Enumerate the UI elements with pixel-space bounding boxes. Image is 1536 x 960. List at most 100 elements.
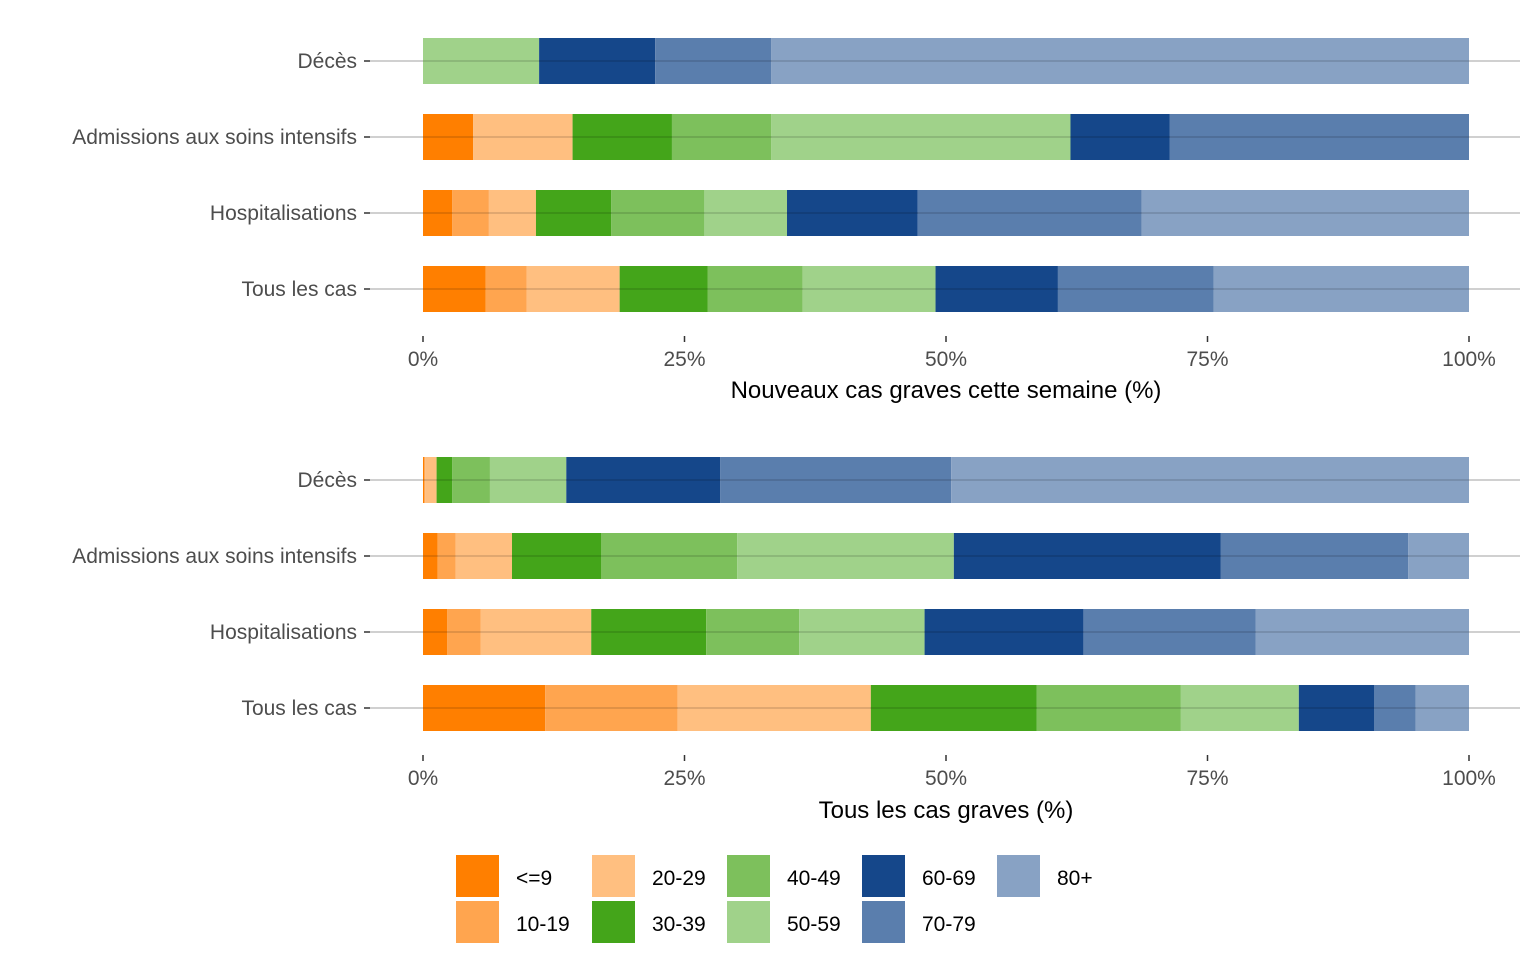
category-label: Décès [297, 469, 357, 492]
bar-segment-3039-décès [436, 457, 453, 503]
bar-segment-5059-décès [489, 457, 567, 503]
legend-label: 40-49 [787, 867, 841, 890]
category-label: Tous les cas [241, 278, 357, 301]
bar-segment-9-hospitalisations [423, 609, 448, 655]
x-tick-label: 0% [408, 767, 438, 790]
bar-segment-4049-tous-les-cas [707, 266, 803, 312]
x-tick-label: 50% [925, 348, 967, 371]
bar-segment-7079-décès [655, 38, 772, 84]
bar-segment-7079-décès [720, 457, 952, 503]
legend-swatch [727, 855, 770, 897]
bar-segment-6069-décès [539, 38, 656, 84]
x-tick-label: 50% [925, 767, 967, 790]
legend-label: 20-29 [652, 867, 706, 890]
bar-segment-1019-hospitalisations [447, 609, 481, 655]
bar-segment-6069-tous-les-cas [935, 266, 1058, 312]
legend-label: 30-39 [652, 913, 706, 936]
bar-segment-4049-admissions-aux-soins-intensifs [600, 533, 738, 579]
legend-label: 10-19 [516, 913, 570, 936]
chart-panel-2: Tous les cas Hospitalisations Admissions a… [72, 457, 1520, 824]
bar-segment-5059-admissions-aux-soins-intensifs [771, 114, 1071, 160]
legend-swatch [592, 901, 635, 943]
chart-panel-1: Tous les cas Hospitalisations Admissions a… [72, 38, 1520, 404]
bar-segment-4049-tous-les-cas [1036, 685, 1181, 731]
bar-segment-7079-hospitalisations [1083, 609, 1256, 655]
bar-segment-2029-hospitalisations [480, 609, 592, 655]
x-tick-label: 25% [663, 767, 705, 790]
bar-segment-5059-tous-les-cas [802, 266, 936, 312]
bar-segment-3039-tous-les-cas [619, 266, 708, 312]
bar-segment-3039-tous-les-cas [870, 685, 1037, 731]
bar-segment-5059-tous-les-cas [1180, 685, 1299, 731]
category-label: Hospitalisations [210, 202, 357, 225]
bar-segment-4049-hospitalisations [611, 190, 705, 236]
bar-segment-2029-décès [425, 457, 437, 503]
bar-segment-1019-admissions-aux-soins-intensifs [437, 533, 456, 579]
bar-segment-1019-hospitalisations [452, 190, 489, 236]
bar-segment-3039-admissions-aux-soins-intensifs [572, 114, 672, 160]
x-tick-label: 0% [408, 348, 438, 371]
bar-segment-80+-hospitalisations [1141, 190, 1469, 236]
legend-swatch [997, 855, 1040, 897]
bar-segment-7079-tous-les-cas [1057, 266, 1214, 312]
category-label: Admissions aux soins intensifs [72, 126, 357, 149]
legend-swatch [592, 855, 635, 897]
x-tick-label: 75% [1186, 767, 1228, 790]
legend-label: 50-59 [787, 913, 841, 936]
x-tick-label: 25% [663, 348, 705, 371]
bar-segment-7079-admissions-aux-soins-intensifs [1169, 114, 1469, 160]
bar-segment-2029-hospitalisations [488, 190, 536, 236]
bar-segment-80+-admissions-aux-soins-intensifs [1408, 533, 1469, 579]
bar-segment-9-tous-les-cas [423, 266, 486, 312]
bar-segment-3039-hospitalisations [591, 609, 707, 655]
bar-segment-2029-tous-les-cas [526, 266, 620, 312]
bar-segment-2029-admissions-aux-soins-intensifs [455, 533, 512, 579]
bar-segment-7079-admissions-aux-soins-intensifs [1220, 533, 1409, 579]
x-axis-title: Nouveaux cas graves cette semaine (%) [731, 377, 1162, 404]
bar-segment-80+-décès [771, 38, 1469, 84]
legend-swatch [862, 901, 905, 943]
bar-segment-7079-hospitalisations [917, 190, 1142, 236]
bar-segment-1019-tous-les-cas [485, 266, 527, 312]
bar-segment-9-tous-les-cas [423, 685, 546, 731]
bar-segment-5059-hospitalisations [799, 609, 925, 655]
category-label: Hospitalisations [210, 621, 357, 644]
bar-segment-4049-hospitalisations [706, 609, 800, 655]
bar-segment-6069-décès [566, 457, 721, 503]
bar-segment-6069-tous-les-cas [1298, 685, 1375, 731]
legend-label: <=9 [516, 867, 552, 890]
bar-segment-80+-hospitalisations [1255, 609, 1469, 655]
x-tick-label: 75% [1186, 348, 1228, 371]
legend-label: 70-79 [922, 913, 976, 936]
bar-segment-3039-admissions-aux-soins-intensifs [511, 533, 601, 579]
x-tick-label: 100% [1442, 348, 1496, 371]
legend-swatch [456, 855, 499, 897]
legend: <=9 10-19 20-29 30-39 40-49 50-59 60-69 70-79 80… [456, 855, 1093, 943]
bar-segment-1019-décès [424, 457, 426, 503]
bar-segment-80+-tous-les-cas [1213, 266, 1469, 312]
legend-swatch [862, 855, 905, 897]
category-label: Tous les cas [241, 697, 357, 720]
bar-segment-80+-tous-les-cas [1415, 685, 1469, 731]
bar-segment-9-admissions-aux-soins-intensifs [423, 114, 474, 160]
bar-segment-6069-admissions-aux-soins-intensifs [1070, 114, 1170, 160]
bar-segment-6069-admissions-aux-soins-intensifs [953, 533, 1221, 579]
x-axis-title: Tous les cas graves (%) [819, 797, 1074, 824]
bar-segment-6069-hospitalisations [924, 609, 1084, 655]
legend-swatch [456, 901, 499, 943]
category-label: Décès [297, 50, 357, 73]
bar-segment-9-décès [423, 457, 425, 503]
bar-segment-1019-tous-les-cas [545, 685, 678, 731]
bar-segment-2029-tous-les-cas [677, 685, 871, 731]
bar-segment-9-hospitalisations [423, 190, 453, 236]
legend-swatch [727, 901, 770, 943]
legend-label: 80+ [1057, 867, 1093, 890]
bar-segment-5059-hospitalisations [704, 190, 788, 236]
bar-segment-4049-admissions-aux-soins-intensifs [671, 114, 772, 160]
bar-segment-9-admissions-aux-soins-intensifs [423, 533, 438, 579]
bar-segment-5059-admissions-aux-soins-intensifs [737, 533, 954, 579]
bar-segment-5059-décès [423, 38, 540, 84]
category-label: Admissions aux soins intensifs [72, 545, 357, 568]
bar-segment-4049-décès [452, 457, 490, 503]
